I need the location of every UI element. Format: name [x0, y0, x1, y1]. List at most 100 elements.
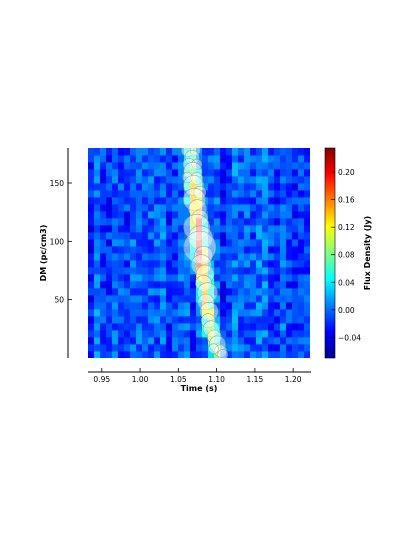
heatmap-cell: [286, 169, 293, 177]
heatmap-cell: [280, 260, 287, 268]
heatmap-cell: [184, 218, 191, 226]
heatmap-cell: [196, 232, 203, 240]
heatmap-cell: [274, 218, 281, 226]
heatmap-cell: [262, 274, 269, 282]
heatmap-cell: [250, 309, 257, 317]
heatmap-cell: [190, 176, 197, 184]
heatmap-cell: [244, 204, 251, 212]
heatmap-cell: [124, 253, 131, 261]
heatmap-cell: [208, 351, 215, 358]
heatmap-cell: [286, 155, 293, 163]
heatmap-cell: [106, 176, 113, 184]
heatmap-cell: [256, 323, 263, 331]
heatmap-cell: [184, 337, 191, 345]
heatmap-cell: [184, 190, 191, 198]
heatmap-cell: [112, 274, 119, 282]
colorbar-tick-label: 0.20: [338, 168, 355, 177]
heatmap-cell: [286, 197, 293, 205]
heatmap-cell: [226, 197, 233, 205]
heatmap-cell: [136, 239, 143, 247]
heatmap-cells: [88, 148, 310, 358]
heatmap-cell: [292, 281, 299, 289]
heatmap-cell: [214, 204, 221, 212]
heatmap-cell: [178, 344, 185, 352]
heatmap-cell: [238, 274, 245, 282]
heatmap-cell: [298, 344, 305, 352]
heatmap-cell: [286, 211, 293, 219]
heatmap-cell: [130, 148, 137, 156]
heatmap-cell: [178, 197, 185, 205]
heatmap-cell: [142, 225, 149, 233]
heatmap-cell: [172, 330, 179, 338]
heatmap-cell: [238, 155, 245, 163]
heatmap-cell: [136, 323, 143, 331]
heatmap-cell: [88, 176, 95, 184]
heatmap-cell: [232, 323, 239, 331]
heatmap-cell: [100, 309, 107, 317]
heatmap-cell: [208, 155, 215, 163]
heatmap-cell: [88, 274, 95, 282]
colorbar-tick-label: 0.08: [338, 251, 355, 260]
heatmap-cell: [244, 176, 251, 184]
heatmap-cell: [154, 190, 161, 198]
heatmap-cell: [148, 337, 155, 345]
heatmap-cell: [124, 225, 131, 233]
heatmap-cell: [286, 239, 293, 247]
heatmap-cell: [190, 281, 197, 289]
heatmap-cell: [172, 183, 179, 191]
heatmap-cell: [268, 302, 275, 310]
heatmap-cell: [226, 176, 233, 184]
heatmap-cell: [304, 183, 310, 191]
heatmap-cell: [304, 246, 310, 254]
heatmap-cell: [226, 148, 233, 156]
heatmap-cell: [220, 337, 227, 345]
heatmap-cell: [154, 337, 161, 345]
heatmap-cell: [268, 218, 275, 226]
heatmap-cell: [166, 190, 173, 198]
heatmap-cell: [196, 281, 203, 289]
heatmap-cell: [298, 288, 305, 296]
heatmap-cell: [100, 211, 107, 219]
heatmap-cell: [142, 246, 149, 254]
heatmap-cell: [274, 330, 281, 338]
heatmap-cell: [196, 176, 203, 184]
heatmap-cell: [106, 204, 113, 212]
heatmap-cell: [268, 253, 275, 261]
heatmap-cell: [250, 218, 257, 226]
heatmap-cell: [178, 281, 185, 289]
heatmap-cell: [232, 232, 239, 240]
heatmap-cell: [166, 323, 173, 331]
heatmap-cell: [94, 204, 101, 212]
heatmap-cell: [106, 267, 113, 275]
heatmap-cell: [202, 211, 209, 219]
heatmap-cell: [106, 302, 113, 310]
heatmap-cell: [178, 225, 185, 233]
heatmap-cell: [250, 204, 257, 212]
heatmap-cell: [250, 155, 257, 163]
heatmap-cell: [160, 239, 167, 247]
heatmap-cell: [238, 183, 245, 191]
heatmap-cell: [148, 253, 155, 261]
heatmap-cell: [88, 169, 95, 177]
heatmap-cell: [118, 281, 125, 289]
heatmap-cell: [292, 288, 299, 296]
heatmap-cell: [256, 274, 263, 282]
heatmap-cell: [94, 239, 101, 247]
heatmap-cell: [136, 218, 143, 226]
heatmap-cell: [232, 218, 239, 226]
heatmap-cell: [232, 274, 239, 282]
heatmap-cell: [250, 267, 257, 275]
heatmap-cell: [274, 323, 281, 331]
heatmap-cell: [250, 190, 257, 198]
heatmap-cell: [154, 176, 161, 184]
heatmap-cell: [154, 295, 161, 303]
heatmap-cell: [172, 253, 179, 261]
heatmap-cell: [220, 323, 227, 331]
heatmap-cell: [280, 197, 287, 205]
heatmap-cell: [250, 351, 257, 358]
heatmap-cell: [232, 169, 239, 177]
heatmap-cell: [298, 225, 305, 233]
heatmap-cell: [118, 183, 125, 191]
heatmap-cell: [280, 295, 287, 303]
heatmap-cell: [136, 176, 143, 184]
